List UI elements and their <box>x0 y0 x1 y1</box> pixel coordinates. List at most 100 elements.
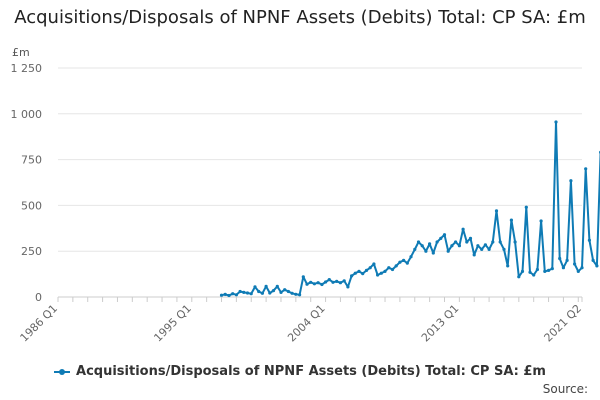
data-point <box>346 285 350 289</box>
data-point <box>509 218 513 222</box>
data-point <box>390 267 395 272</box>
data-point <box>580 266 584 270</box>
data-point <box>245 291 250 295</box>
legend-label: Acquisitions/Disposals of NPNF Assets (D… <box>76 364 546 379</box>
data-point <box>324 280 328 284</box>
y-axis-unit-label: £m <box>12 46 30 59</box>
data-point <box>506 264 510 268</box>
data-point <box>595 264 599 268</box>
data-point <box>283 288 287 292</box>
data-point <box>554 120 558 124</box>
x-tick-label: 2013 Q1 <box>419 302 462 345</box>
data-point <box>219 293 224 297</box>
data-point <box>402 258 406 262</box>
data-point <box>476 244 480 248</box>
data-point <box>257 289 261 294</box>
data-point <box>450 244 454 248</box>
data-point <box>573 262 577 266</box>
x-axis: 1986 Q1 1995 Q1 2004 Q1 2013 Q1 2021 Q2 <box>18 296 585 345</box>
data-point <box>502 247 506 251</box>
data-point <box>320 282 324 287</box>
data-point <box>472 253 476 257</box>
data-point <box>528 270 532 274</box>
data-point <box>298 293 302 297</box>
data-point <box>301 275 305 279</box>
data-point <box>405 261 409 265</box>
data-point <box>387 266 391 270</box>
data-point <box>532 273 536 277</box>
data-point <box>353 271 357 275</box>
data-point <box>379 271 383 275</box>
data-point <box>439 236 443 240</box>
data-point <box>517 275 521 279</box>
data-point <box>409 255 413 259</box>
gridlines <box>58 67 582 298</box>
data-point <box>520 269 525 273</box>
data-point <box>316 281 320 285</box>
data-point <box>491 240 495 244</box>
data-point <box>539 219 543 223</box>
data-point <box>327 278 331 282</box>
legend-line-icon <box>54 368 71 375</box>
data-point <box>242 290 246 294</box>
data-point <box>264 284 268 288</box>
x-tick-label: 1986 Q1 <box>18 302 61 345</box>
data-point <box>420 244 424 248</box>
data-point <box>424 249 428 253</box>
data-point <box>338 281 342 285</box>
data-point <box>428 242 432 246</box>
data-point <box>223 292 227 296</box>
y-tick-label: 0 <box>35 291 42 304</box>
data-point <box>480 247 484 251</box>
data-point <box>268 291 272 295</box>
data-point <box>331 280 335 284</box>
data-point <box>535 267 540 272</box>
data-point <box>342 279 346 283</box>
data-point <box>547 268 551 272</box>
data-point <box>569 179 573 183</box>
data-point <box>357 269 361 273</box>
data-point <box>350 274 354 278</box>
data-point <box>361 272 365 276</box>
data-point <box>487 247 491 251</box>
y-tick-label: 1 250 <box>11 62 43 75</box>
data-point <box>591 258 595 262</box>
data-point <box>275 284 279 288</box>
data-point <box>290 291 294 295</box>
x-tick-label: 2004 Q1 <box>285 302 328 345</box>
data-point <box>312 282 316 286</box>
data-point <box>364 268 369 272</box>
data-point <box>461 227 465 231</box>
y-tick-label: 1 000 <box>11 108 43 121</box>
data-point <box>231 292 235 296</box>
data-point <box>335 279 339 283</box>
data-point <box>249 292 253 296</box>
data-point <box>454 240 458 244</box>
data-point <box>498 240 502 244</box>
data-point <box>465 240 469 244</box>
data-point <box>543 269 547 273</box>
data-point <box>483 243 487 247</box>
data-point <box>294 292 298 296</box>
data-point <box>431 251 435 255</box>
y-tick-label: 250 <box>21 245 42 258</box>
data-point <box>376 273 380 277</box>
x-tick-label: 1995 Q1 <box>151 302 194 345</box>
data-point <box>398 260 402 264</box>
x-tick-label: 2021 Q2 <box>542 302 585 345</box>
data-point <box>435 240 439 244</box>
data-point <box>238 289 242 294</box>
chart-title: Acquisitions/Disposals of NPNF Assets (D… <box>14 7 586 28</box>
data-point <box>383 269 387 273</box>
data-point <box>446 249 450 253</box>
data-point <box>413 247 417 251</box>
data-point <box>587 238 592 242</box>
legend[interactable]: Acquisitions/Disposals of NPNF Assets (D… <box>0 364 600 379</box>
y-tick-label: 500 <box>21 199 42 212</box>
plot-area <box>219 120 600 298</box>
data-point <box>576 269 580 273</box>
data-point <box>457 244 461 248</box>
data-point <box>558 256 562 261</box>
data-point <box>309 280 313 284</box>
